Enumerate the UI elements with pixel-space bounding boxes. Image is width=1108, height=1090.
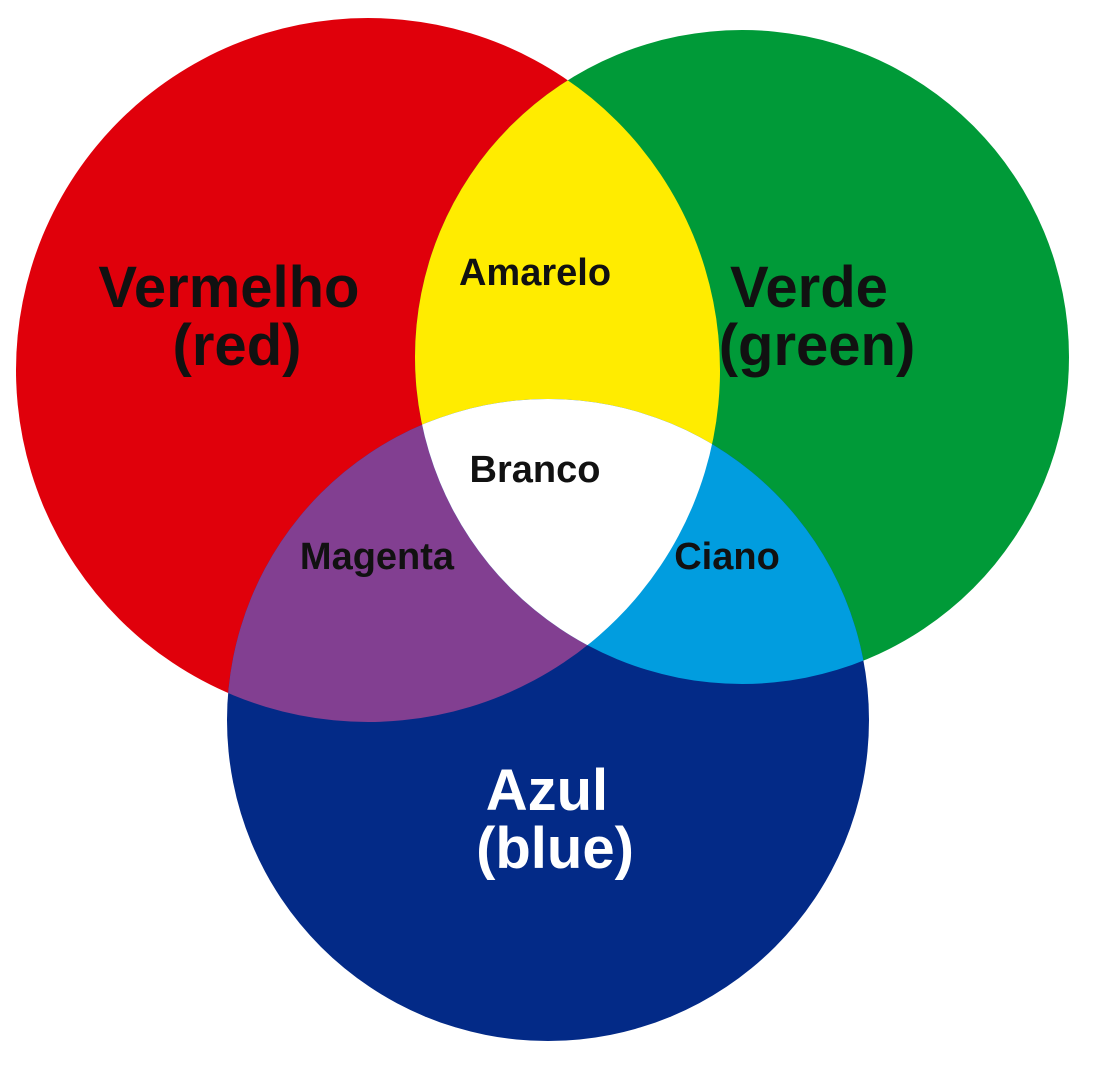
green-label-line2: (green) (719, 313, 916, 378)
red-label: Vermelho (red) (98, 255, 375, 378)
cyan-overlap (415, 399, 869, 684)
red-label-line2: (red) (173, 313, 302, 378)
yellow-label: Amarelo (459, 252, 611, 294)
cyan-label: Ciano (674, 536, 780, 578)
green-label: Verde (green) (719, 255, 916, 378)
magenta-label: Magenta (300, 536, 455, 578)
red-label-line1: Vermelho (98, 255, 359, 320)
white-label: Branco (470, 449, 601, 491)
blue-label-line1: Azul (486, 758, 608, 823)
blue-label-line2: (blue) (476, 816, 634, 881)
blue-label: Azul (blue) (476, 758, 634, 881)
green-label-line1: Verde (730, 255, 888, 320)
